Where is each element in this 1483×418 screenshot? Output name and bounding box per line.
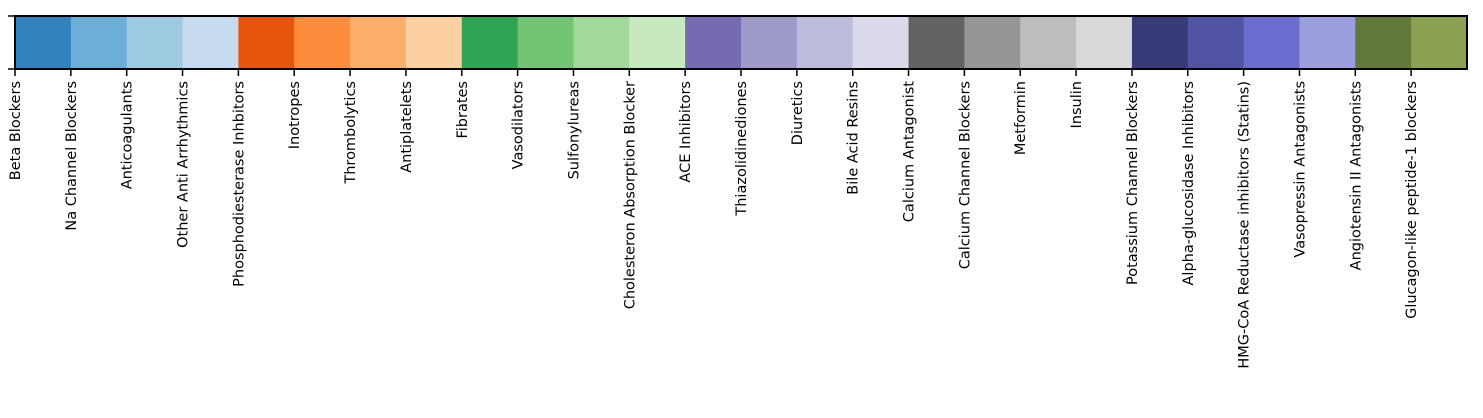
x-tick-label-calcium-channel-blockers: Calcium Channel Blockers bbox=[957, 81, 973, 269]
x-tick-label-diuretics: Diuretics bbox=[790, 81, 806, 145]
swatch-na-channel-blockers bbox=[70, 16, 128, 69]
swatch-anticoagulants bbox=[126, 16, 184, 69]
swatch-metformin bbox=[1020, 16, 1077, 69]
swatch-glucagon-like-peptide-1-blockers bbox=[1411, 16, 1468, 69]
x-tick-label-inotropes: Inotropes bbox=[287, 81, 303, 149]
swatch-angiotensin-ii-antagonists bbox=[1355, 16, 1412, 69]
swatch-beta-blockers bbox=[15, 16, 72, 69]
x-tick-label-sulfonylureas: Sulfonylureas bbox=[566, 81, 582, 179]
x-tick-label-fibrates: Fibrates bbox=[455, 81, 471, 139]
x-tick-label-antiplatelets: Antiplatelets bbox=[399, 81, 415, 173]
x-tick-label-vasodilators: Vasodilators bbox=[511, 81, 527, 169]
swatch-vasodilators bbox=[517, 16, 575, 69]
swatch-fibrates bbox=[461, 16, 519, 69]
x-tick-label-alpha-glucosidase-inhibitors: Alpha-glucosidase Inhibitors bbox=[1181, 81, 1197, 285]
x-tick-label-hmg-coa-reductase-inhibitors-statins: HMG-CoA Reductase inhibitors (Statins) bbox=[1237, 81, 1253, 369]
x-tick-label-anticoagulants: Anticoagulants bbox=[120, 81, 136, 189]
x-tick-label-metformin: Metformin bbox=[1013, 81, 1029, 155]
swatch-thiazolidinediones bbox=[741, 16, 798, 69]
swatch-cholesteron-absorption-blocker bbox=[629, 16, 686, 69]
swatch-other-anti-arrhythmics bbox=[182, 16, 239, 69]
x-tick-label-angiotensin-ii-antagonists: Angiotensin II Antagonists bbox=[1348, 81, 1364, 270]
x-tick-label-other-anti-arrhythmics: Other Anti Arrhythmics bbox=[176, 81, 192, 248]
x-tick-label-vasopressin-antagonists: Vasopressin Antagonists bbox=[1292, 81, 1308, 258]
x-tick-label-thrombolytics: Thrombolytics bbox=[343, 81, 359, 185]
x-tick-label-insulin: Insulin bbox=[1069, 81, 1085, 128]
swatch-calcium-channel-blockers bbox=[964, 16, 1021, 69]
swatch-ace-inhibitors bbox=[685, 16, 742, 69]
swatch-alpha-glucosidase-inhibitors bbox=[1187, 16, 1245, 69]
swatch-inotropes bbox=[294, 16, 351, 69]
swatch-bile-acid-resins bbox=[852, 16, 910, 69]
swatch-potassium-channel-blockers bbox=[1131, 16, 1189, 69]
swatch-thrombolytics bbox=[350, 16, 407, 69]
x-tick-label-glucagon-like-peptide-1-blockers: Glucagon-like peptide-1 blockers bbox=[1404, 81, 1420, 319]
swatch-hmg-coa-reductase-inhibitors-statins bbox=[1243, 16, 1301, 69]
swatch-antiplatelets bbox=[405, 16, 463, 69]
x-tick-label-bile-acid-resins: Bile Acid Resins bbox=[846, 81, 862, 195]
swatch-sulfonylureas bbox=[573, 16, 630, 69]
swatch-vasopressin-antagonists bbox=[1299, 16, 1356, 69]
x-tick-label-thiazolidinediones: Thiazolidinediones bbox=[734, 81, 750, 217]
x-tick-group bbox=[14, 69, 1412, 76]
swatch-diuretics bbox=[796, 16, 854, 69]
y-tick-group bbox=[8, 15, 15, 70]
x-tick-label-group: Beta Blockers Na Channel Blockers Anticoag… bbox=[8, 81, 1420, 369]
x-tick-label-ace-inhibitors: ACE Inhibitors bbox=[678, 81, 694, 183]
swatch-phosphodiesterase-inhbitors bbox=[238, 16, 295, 69]
swatch-calcium-antagonist bbox=[908, 16, 965, 69]
swatch-group bbox=[15, 16, 1468, 69]
x-tick-label-calcium-antagonist: Calcium Antagonist bbox=[902, 81, 918, 222]
x-tick-label-na-channel-blockers: Na Channel Blockers bbox=[64, 81, 80, 231]
swatch-insulin bbox=[1076, 16, 1133, 69]
x-tick-label-cholesteron-absorption-blocker: Cholesteron Absorption Blocker bbox=[622, 81, 638, 309]
x-tick-label-phosphodiesterase-inhbitors: Phosphodiesterase Inhbitors bbox=[231, 81, 247, 287]
x-tick-label-potassium-channel-blockers: Potassium Channel Blockers bbox=[1125, 81, 1141, 285]
x-tick-label-beta-blockers: Beta Blockers bbox=[8, 81, 24, 180]
